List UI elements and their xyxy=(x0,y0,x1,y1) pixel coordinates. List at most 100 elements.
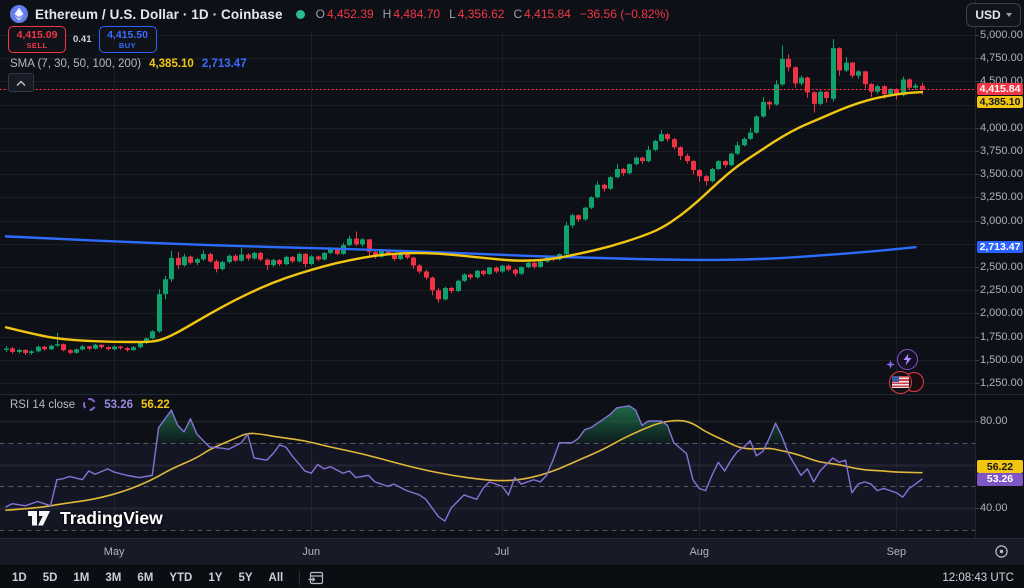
sma-fast-badge: 4,385.10 xyxy=(977,95,1023,108)
price-axis-tick xyxy=(975,336,979,338)
rsi-axis-label: 40.00 xyxy=(980,502,1008,514)
close-label: C xyxy=(513,7,523,21)
month-label-aug: Aug xyxy=(689,546,710,558)
date-range-buttons: 1D 5D 1M 3M 6M YTD 1Y 5Y All xyxy=(0,569,291,587)
event-us-flag-icon[interactable] xyxy=(889,371,912,394)
price-axis-tick xyxy=(975,267,979,268)
change-value: −36.56 (−0.82%) xyxy=(579,7,670,21)
rsi-ma-badge: 56.22 xyxy=(977,460,1023,473)
range-button-ytd[interactable]: YTD xyxy=(169,571,193,584)
go-to-date-calendar-icon[interactable] xyxy=(308,570,324,585)
ohlc-values: O 4,452.39 H 4,484.70 L 4,356.62 C 4,415.84 … xyxy=(316,7,670,21)
symbol-title[interactable]: Ethereum / U.S. Dollar · 1D · Coinbase xyxy=(35,6,283,22)
symbol-legend: Ethereum / U.S. Dollar · 1D · Coinbase O… xyxy=(10,5,669,23)
range-button-all[interactable]: All xyxy=(268,571,284,584)
price-axis-label: 4,000.00 xyxy=(980,121,1023,134)
rsi-value: 53.26 xyxy=(104,398,133,411)
price-axis-label: 1,750.00 xyxy=(980,330,1023,343)
flag-stripes xyxy=(892,376,909,388)
rsi-ma-value: 56.22 xyxy=(140,398,170,411)
high-label: H xyxy=(382,7,392,21)
range-button-5d[interactable]: 5D xyxy=(42,571,58,584)
close-value: 4,415.84 xyxy=(524,7,571,21)
price-axis-tick xyxy=(975,174,979,176)
market-status-dot[interactable] xyxy=(295,9,305,19)
trade-panel: 4,415.09 SELL 0.41 4,415.50 BUY xyxy=(8,26,157,53)
rsi-axis-tick xyxy=(975,508,979,509)
bottom-toolbar: 1D 5D 1M 3M 6M YTD 1Y 5Y All 12:08:43 UTC xyxy=(0,565,1024,588)
month-label-jun: Jun xyxy=(302,546,321,558)
price-axis-label: 1,250.00 xyxy=(980,377,1023,389)
sma-fast-value: 4,385.10 xyxy=(149,58,194,70)
candlestick-chart-canvas[interactable] xyxy=(0,30,975,538)
price-axis-label: 3,500.00 xyxy=(980,168,1023,181)
time-axis[interactable]: May Jun Jul Aug Sep xyxy=(0,538,1024,566)
price-axis-label: 2,000.00 xyxy=(980,307,1023,320)
price-axis-tick xyxy=(975,58,979,60)
sell-button[interactable]: 4,415.09 SELL xyxy=(8,26,66,53)
high-value: 4,484.70 xyxy=(393,7,441,21)
price-axis-tick xyxy=(975,290,979,292)
watermark-text: TradingView xyxy=(60,507,163,528)
low-value: 4,356.62 xyxy=(457,7,505,21)
flag-canton xyxy=(892,376,899,382)
price-axis-tick xyxy=(975,359,979,361)
rsi-indicator-icon xyxy=(83,398,97,411)
price-axis-label: 3,000.00 xyxy=(980,214,1023,227)
toolbar-divider xyxy=(299,570,301,585)
rsi-label: RSI 14 close xyxy=(10,398,76,411)
tradingview-logo-icon xyxy=(28,511,50,526)
price-axis-label: 2,250.00 xyxy=(980,284,1023,297)
range-button-1m[interactable]: 1M xyxy=(73,571,90,584)
current-price-badge: 4,415.84 xyxy=(977,82,1023,96)
price-axis-label: 3,750.00 xyxy=(980,145,1023,157)
price-axis-label: 3,250.00 xyxy=(980,191,1023,204)
price-axis-tick xyxy=(975,383,979,384)
price-axis-tick xyxy=(975,313,979,315)
range-button-6m[interactable]: 6M xyxy=(137,571,154,584)
currency-label: USD xyxy=(975,8,1001,22)
scroll-to-realtime-icon[interactable] xyxy=(994,544,1009,559)
price-axis-label: 1,500.00 xyxy=(980,353,1023,366)
axis-separator xyxy=(975,0,976,565)
event-lightning-icon[interactable] xyxy=(897,349,918,370)
range-button-1y[interactable]: 1Y xyxy=(208,571,223,584)
price-axis-tick xyxy=(975,151,979,152)
chevron-up-icon xyxy=(16,79,26,86)
price-axis-tick xyxy=(975,197,979,199)
chevron-down-icon xyxy=(1005,13,1012,17)
open-label: O xyxy=(315,7,325,21)
price-axis-label: 5,000.00 xyxy=(980,29,1023,41)
rsi-axis-tick xyxy=(975,421,979,422)
ethereum-logo-icon xyxy=(10,5,28,23)
range-button-5y[interactable]: 5Y xyxy=(238,571,253,584)
month-label-sep: Sep xyxy=(886,546,907,558)
sma-label: SMA (7, 30, 50, 100, 200) xyxy=(10,58,142,70)
sma-slow-badge: 2,713.47 xyxy=(977,240,1023,254)
price-axis-tick xyxy=(975,127,979,129)
month-label-jul: Jul xyxy=(495,546,510,558)
low-label: L xyxy=(449,7,456,21)
buy-label: BUY xyxy=(118,41,137,50)
rsi-value-badge: 53.26 xyxy=(977,473,1023,486)
price-axis-tick xyxy=(975,35,979,36)
price-axis-label: 4,750.00 xyxy=(980,52,1023,65)
utc-clock[interactable]: 12:08:43 UTC xyxy=(942,571,1014,584)
range-button-3m[interactable]: 3M xyxy=(105,571,122,584)
tradingview-watermark[interactable]: TradingView xyxy=(26,506,163,530)
pane-separator[interactable] xyxy=(0,394,1024,395)
price-axis-tick xyxy=(975,220,979,222)
sparkle-icon xyxy=(886,360,895,369)
buy-button[interactable]: 4,415.50 BUY xyxy=(98,26,157,53)
month-label-may: May xyxy=(103,546,125,558)
rsi-legend[interactable]: RSI 14 close 53.26 56.22 xyxy=(10,398,170,411)
rsi-axis-label: 80.00 xyxy=(980,415,1008,427)
buy-price: 4,415.50 xyxy=(107,28,148,41)
sma-legend[interactable]: SMA (7, 30, 50, 100, 200) 4,385.10 2,713… xyxy=(10,58,247,70)
range-button-1d[interactable]: 1D xyxy=(12,571,27,584)
currency-selector[interactable]: USD xyxy=(966,3,1021,27)
sell-price: 4,415.09 xyxy=(16,28,58,41)
price-axis-label: 2,500.00 xyxy=(980,261,1023,273)
collapse-legend-button[interactable] xyxy=(8,73,34,92)
